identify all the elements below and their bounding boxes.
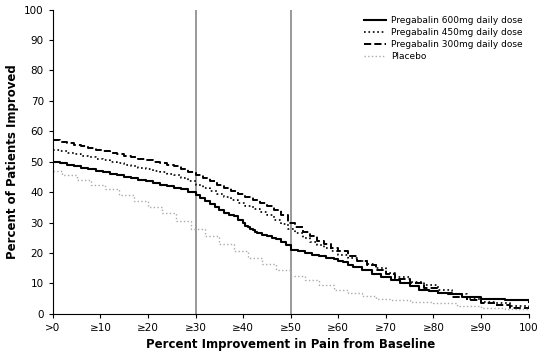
- Pregabalin 600mg daily dose: [526, 300, 532, 304]
- Placebo: [173, 219, 180, 223]
- Pregabalin 450mg daily dose: [50, 147, 56, 152]
- Pregabalin 600mg daily dose: [157, 182, 163, 187]
- Pregabalin 300mg daily dose: [50, 138, 56, 142]
- Placebo: [526, 309, 532, 313]
- Pregabalin 300mg daily dose: [526, 307, 532, 311]
- Pregabalin 450mg daily dose: [526, 306, 532, 310]
- Pregabalin 300mg daily dose: [354, 258, 361, 263]
- Pregabalin 600mg daily dose: [268, 236, 275, 240]
- Placebo: [359, 293, 366, 298]
- Placebo: [202, 234, 208, 238]
- Placebo: [373, 297, 380, 301]
- Placebo: [502, 307, 508, 311]
- Placebo: [330, 287, 337, 292]
- Pregabalin 450mg daily dose: [306, 240, 313, 245]
- Placebo: [230, 249, 237, 253]
- Pregabalin 450mg daily dose: [354, 258, 361, 263]
- Pregabalin 300mg daily dose: [192, 173, 199, 177]
- Placebo: [406, 300, 413, 304]
- Placebo: [344, 290, 351, 295]
- Y-axis label: Percent of Patients Improved: Percent of Patients Improved: [5, 64, 18, 259]
- Pregabalin 600mg daily dose: [478, 297, 484, 301]
- Placebo: [116, 193, 122, 197]
- Pregabalin 300mg daily dose: [57, 140, 63, 144]
- Placebo: [145, 205, 151, 210]
- Placebo: [88, 182, 94, 187]
- Placebo: [73, 178, 80, 182]
- Pregabalin 600mg daily dose: [264, 234, 270, 238]
- Placebo: [454, 304, 461, 308]
- Placebo: [188, 226, 194, 231]
- Line: Pregabalin 600mg daily dose: Pregabalin 600mg daily dose: [53, 162, 529, 302]
- Placebo: [302, 278, 308, 282]
- Placebo: [478, 306, 484, 310]
- Placebo: [387, 298, 394, 302]
- Line: Pregabalin 450mg daily dose: Pregabalin 450mg daily dose: [53, 150, 529, 308]
- Placebo: [259, 262, 265, 266]
- Placebo: [287, 274, 294, 278]
- Placebo: [50, 169, 56, 173]
- Placebo: [245, 255, 251, 260]
- Pregabalin 450mg daily dose: [192, 182, 199, 187]
- Pregabalin 300mg daily dose: [271, 208, 277, 212]
- Pregabalin 450mg daily dose: [271, 217, 277, 222]
- Pregabalin 600mg daily dose: [50, 160, 56, 164]
- Pregabalin 450mg daily dose: [292, 231, 299, 235]
- Pregabalin 450mg daily dose: [57, 149, 63, 153]
- Placebo: [102, 187, 108, 191]
- Placebo: [131, 199, 137, 203]
- Line: Pregabalin 300mg daily dose: Pregabalin 300mg daily dose: [53, 140, 529, 309]
- Pregabalin 600mg daily dose: [416, 287, 423, 292]
- Pregabalin 600mg daily dose: [164, 184, 170, 188]
- Pregabalin 300mg daily dose: [306, 234, 313, 238]
- Legend: Pregabalin 600mg daily dose, Pregabalin 450mg daily dose, Pregabalin 300mg daily: Pregabalin 600mg daily dose, Pregabalin …: [360, 12, 526, 65]
- Placebo: [273, 268, 280, 272]
- Placebo: [59, 173, 65, 177]
- Placebo: [159, 211, 165, 216]
- Placebo: [316, 283, 323, 287]
- X-axis label: Percent Improvement in Pain from Baseline: Percent Improvement in Pain from Baselin…: [146, 338, 435, 351]
- Pregabalin 300mg daily dose: [292, 225, 299, 229]
- Line: Placebo: Placebo: [53, 171, 529, 311]
- Placebo: [430, 301, 437, 305]
- Placebo: [216, 242, 222, 246]
